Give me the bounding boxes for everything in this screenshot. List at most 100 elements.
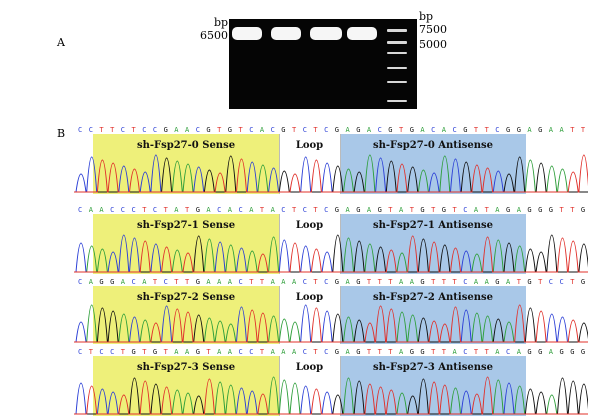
base-call: C <box>78 206 83 214</box>
base-call: A <box>142 278 147 286</box>
base-call: T <box>441 278 447 286</box>
base-call: T <box>313 278 318 286</box>
base-call: A <box>345 206 350 214</box>
base-call: C <box>302 126 307 134</box>
base-call: T <box>259 348 265 356</box>
base-call: G <box>559 348 564 356</box>
base-call: G <box>420 278 425 286</box>
base-call: G <box>377 206 382 214</box>
base-call: G <box>527 348 532 356</box>
base-call: A <box>99 206 104 214</box>
base-call: A <box>409 278 414 286</box>
base-call: T <box>163 348 168 356</box>
ladder-5000-label: 5000 <box>419 38 447 51</box>
gel-band-lane-4 <box>347 27 377 40</box>
base-call: A <box>270 206 275 214</box>
loop-label: Loop <box>295 220 324 231</box>
base-call: T <box>313 348 318 356</box>
ladder-band <box>387 52 407 54</box>
base-call: G <box>334 348 340 356</box>
base-call: G <box>420 348 425 356</box>
base-call: G <box>334 206 340 214</box>
base-call: A <box>548 348 554 356</box>
base-call: A <box>185 126 190 134</box>
base-call: C <box>110 348 115 356</box>
base-call: T <box>399 126 404 134</box>
base-call: G <box>420 206 425 214</box>
base-call: A <box>249 206 254 214</box>
base-call: A <box>206 206 211 214</box>
gel-band-lane-1 <box>232 27 262 40</box>
base-call: A <box>292 278 297 286</box>
base-call: C <box>302 206 307 214</box>
region-divider <box>340 356 341 416</box>
base-call: G <box>195 348 200 356</box>
base-call: G <box>356 126 361 134</box>
base-call: G <box>495 278 500 286</box>
base-call: A <box>270 278 275 286</box>
base-call: T <box>388 206 393 214</box>
base-call: A <box>366 206 372 214</box>
base-call: A <box>345 278 350 286</box>
trace-A <box>74 304 588 343</box>
trace-C <box>74 382 588 415</box>
base-call: T <box>388 348 393 356</box>
base-call: G <box>409 348 414 356</box>
base-call: C <box>302 278 307 286</box>
base-call: A <box>506 278 511 286</box>
base-call: C <box>270 126 275 134</box>
base-call: A <box>495 206 500 214</box>
base-call: A <box>559 126 564 134</box>
base-call: T <box>473 126 479 134</box>
base-call: A <box>527 126 532 134</box>
base-call: A <box>206 278 211 286</box>
base-call: A <box>88 206 93 214</box>
base-call: T <box>313 206 318 214</box>
base-call: C <box>324 206 329 214</box>
base-call: T <box>88 348 93 356</box>
base-call: C <box>195 126 200 134</box>
base-call: A <box>227 278 233 286</box>
base-call: A <box>174 206 179 214</box>
band-size-6500: 6500 <box>200 29 228 42</box>
region-divider <box>340 286 341 344</box>
loop-label: Loop <box>295 362 324 373</box>
trace-G <box>74 234 588 273</box>
base-call: A <box>441 126 447 134</box>
region-divider <box>279 134 280 194</box>
ladder-band <box>387 100 407 102</box>
base-call: T <box>366 278 372 286</box>
base-call: T <box>152 278 158 286</box>
base-call: C <box>324 278 329 286</box>
region-divider <box>279 286 280 344</box>
base-call: T <box>431 206 436 214</box>
base-call: G <box>206 126 211 134</box>
base-call: G <box>580 206 586 214</box>
chromatogram-traces <box>74 304 588 343</box>
base-call: T <box>452 278 457 286</box>
base-call: A <box>548 126 554 134</box>
base-call: A <box>399 278 404 286</box>
base-call: T <box>409 206 414 214</box>
sense-label: sh-Fsp27-2 Sense <box>136 292 236 303</box>
chromatogram-traces <box>74 154 588 193</box>
panel-a-letter: A <box>57 36 65 49</box>
base-call: A <box>495 348 500 356</box>
base-call: C <box>88 126 93 134</box>
base-call: C <box>131 206 136 214</box>
base-call: C <box>463 348 468 356</box>
base-call: T <box>484 206 489 214</box>
gel-band-lane-3 <box>310 27 342 40</box>
base-call: C <box>281 206 286 214</box>
loop-label: Loop <box>295 292 324 303</box>
base-call: T <box>538 278 543 286</box>
base-call: T <box>217 126 222 134</box>
base-call: A <box>399 206 404 214</box>
base-call: C <box>142 126 147 134</box>
base-call: A <box>259 126 265 134</box>
base-call: T <box>484 126 489 134</box>
base-call: C <box>78 348 83 356</box>
base-call: T <box>313 126 318 134</box>
